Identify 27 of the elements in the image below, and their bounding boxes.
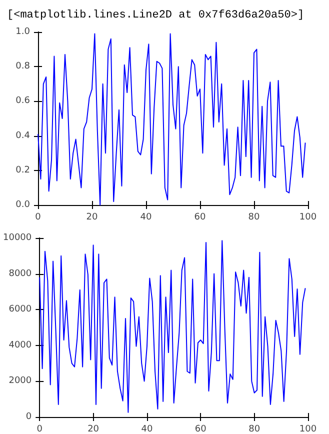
y-tick-label: 2000 <box>8 376 32 386</box>
y-tick-label: 0.6 <box>16 96 30 106</box>
y-tick-label: 10000 <box>2 233 32 243</box>
y-tick-label: 0 <box>26 412 32 422</box>
y-tick-label: 1.0 <box>16 27 30 37</box>
y-tick-label: 0.0 <box>16 200 30 210</box>
y-tick-label: 8000 <box>8 268 32 279</box>
x-tick-label: 40 <box>141 424 153 434</box>
y-tick-label: 6000 <box>8 304 32 315</box>
chart-title: [<matplotlib.lines.Line2D at 0x7f63d6a20a50>] <box>7 10 304 22</box>
y-tick-label: 0.8 <box>16 62 30 72</box>
x-tick-label: 100 <box>299 424 317 434</box>
line-series <box>39 240 306 413</box>
line-series <box>38 33 306 206</box>
y-tick-label: 0.2 <box>16 165 30 176</box>
y-tick-label: 0.4 <box>16 130 30 141</box>
x-tick-label: 0 <box>36 424 43 434</box>
x-tick-label: 100 <box>299 212 317 222</box>
x-tick-label: 20 <box>88 424 100 434</box>
x-tick-label: 80 <box>248 424 260 434</box>
x-tick-label: 20 <box>86 212 98 222</box>
x-tick-label: 80 <box>248 212 260 222</box>
x-tick-label: 0 <box>35 212 42 222</box>
x-tick-label: 60 <box>194 212 206 222</box>
x-tick-label: 40 <box>140 212 152 222</box>
y-tick-label: 4000 <box>8 340 32 350</box>
x-tick-label: 60 <box>194 424 207 434</box>
